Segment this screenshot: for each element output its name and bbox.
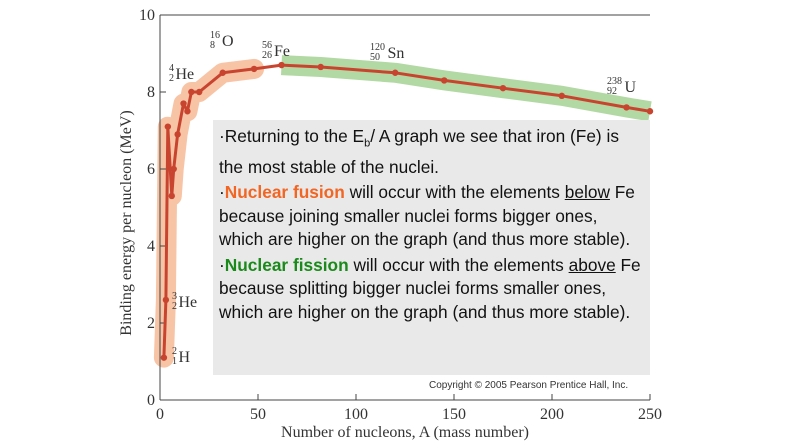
curve: [160, 61, 654, 361]
data-point: [160, 354, 168, 361]
data-point: [170, 165, 177, 173]
y-tick-label: 10: [139, 7, 155, 24]
p1-prefix: ·Returning to the E: [219, 126, 365, 146]
y-tick-label: 6: [147, 161, 155, 178]
data-point: [162, 296, 170, 304]
x-tick-label: 250: [638, 406, 662, 423]
y-tick-label: 8: [147, 84, 155, 101]
nuclide-atomic-number: 26: [262, 50, 272, 61]
data-point: [168, 192, 175, 200]
nuclide-mass-number: 2: [172, 346, 177, 357]
paragraph-fusion: ·Nuclear fusion will occur with the elem…: [219, 181, 644, 252]
nuclide-atomic-number: 2: [172, 301, 177, 312]
p2-mid: will occur with the elements: [344, 182, 565, 203]
y-tick-label: 0: [147, 392, 155, 409]
p2-bullet: ·: [219, 182, 225, 203]
x-tick-label: 100: [344, 406, 368, 423]
x-axis-label: Number of nucleons, A (mass number): [281, 424, 529, 441]
data-point: [164, 123, 172, 130]
nuclide-label-he: 32 He: [172, 291, 197, 312]
data-point: [278, 61, 285, 69]
nuclide-symbol: O: [222, 33, 234, 50]
y-tick-label: 4: [147, 238, 155, 255]
nuclide-label-o: 168 O: [210, 30, 234, 51]
nuclide-symbol: U: [625, 79, 637, 96]
nuclide-symbol: He: [179, 294, 198, 311]
p3-bullet: ·: [219, 254, 225, 275]
x-tick-label: 50: [250, 406, 266, 423]
nuclide-symbol: H: [179, 349, 191, 366]
nuclide-mass-number: 16: [210, 30, 220, 41]
data-point: [499, 84, 507, 92]
fission-band: [281, 55, 652, 122]
binding-energy-line: [162, 63, 651, 358]
p3-mid: will occur with the elements: [348, 254, 569, 275]
data-point: [180, 100, 187, 107]
data-point: [646, 108, 654, 115]
nuclide-atomic-number: 50: [370, 52, 380, 63]
x-tick-label: 0: [156, 406, 164, 423]
data-point: [392, 69, 399, 76]
keyword-below: below: [564, 182, 610, 203]
nuclide-symbol: He: [176, 66, 195, 83]
nuclide-label-he: 42 He: [169, 63, 194, 84]
data-point: [196, 88, 203, 96]
paragraph-fission: ·Nuclear fission will occur with the ele…: [219, 254, 644, 325]
data-point: [188, 88, 195, 96]
data-point: [174, 131, 181, 138]
x-tick-label: 150: [442, 406, 466, 423]
fission-term: Nuclear fission: [224, 254, 349, 275]
nuclide-mass-number: 238: [607, 76, 622, 87]
nuclide-label-h: 21 H: [172, 346, 191, 367]
data-point: [623, 104, 630, 111]
p3-rest: Fe because splitting bigger nuclei forms…: [219, 254, 641, 322]
keyword-above: above: [568, 254, 616, 275]
nuclide-atomic-number: 92: [607, 86, 617, 97]
data-point: [317, 63, 324, 71]
nuclide-mass-number: 3: [172, 291, 177, 302]
p1-subscript: b: [364, 137, 371, 150]
x-tick-label: 200: [540, 406, 564, 423]
fusion-term: Nuclear fusion: [224, 182, 345, 203]
data-point: [250, 65, 258, 73]
nuclide-atomic-number: 8: [210, 40, 215, 51]
data-point: [558, 92, 565, 100]
explanation-box: ·Returning to the Eb/ A graph we see tha…: [213, 120, 650, 375]
p1-suffix: / A graph we see that iron (Fe) is the m…: [219, 126, 619, 177]
nuclide-mass-number: 120: [370, 42, 385, 53]
data-point: [219, 69, 226, 76]
paragraph-iron: ·Returning to the Eb/ A graph we see tha…: [219, 125, 644, 179]
nuclide-symbol: Fe: [274, 43, 290, 60]
data-point: [441, 77, 448, 84]
y-tick-label: 2: [147, 315, 155, 332]
p2-rest: Fe because joining smaller nuclei forms …: [219, 182, 635, 250]
nuclide-atomic-number: 2: [169, 73, 174, 84]
nuclide-symbol: Sn: [388, 45, 405, 62]
data-point: [184, 108, 191, 115]
nuclide-atomic-number: 1: [172, 356, 177, 367]
nuclide-mass-number: 56: [262, 40, 272, 51]
y-axis-label: Binding energy per nucleon (MeV): [118, 110, 135, 335]
nuclide-mass-number: 4: [169, 63, 174, 74]
copyright-notice: Copyright © 2005 Pearson Prentice Hall, …: [429, 380, 629, 391]
